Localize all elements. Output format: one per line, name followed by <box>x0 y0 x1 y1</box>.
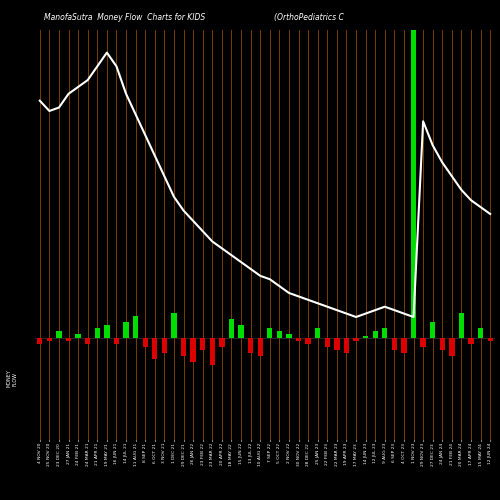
Bar <box>488 338 493 340</box>
Bar <box>229 319 234 338</box>
Bar <box>162 338 167 353</box>
Bar <box>142 338 148 346</box>
Bar <box>478 328 484 338</box>
Text: ManofaSutra  Money Flow  Charts for KIDS: ManofaSutra Money Flow Charts for KIDS <box>44 13 205 22</box>
Bar <box>372 332 378 338</box>
Bar <box>238 325 244 338</box>
Bar <box>76 334 81 338</box>
Bar <box>200 338 205 350</box>
Bar <box>114 338 119 344</box>
Bar <box>181 338 186 356</box>
Bar <box>66 338 71 340</box>
Bar <box>440 338 445 350</box>
Bar <box>219 338 224 346</box>
Bar <box>324 338 330 346</box>
Bar <box>85 338 90 344</box>
Bar <box>94 328 100 338</box>
Bar <box>411 30 416 338</box>
Text: (OrthoPediatrics C: (OrthoPediatrics C <box>274 13 344 22</box>
Bar <box>258 338 263 356</box>
Bar <box>315 328 320 338</box>
Bar <box>354 338 358 340</box>
Bar <box>248 338 254 353</box>
Bar <box>190 338 196 362</box>
Bar <box>152 338 158 359</box>
Text: MONEY
FLOW: MONEY FLOW <box>6 370 18 388</box>
Bar <box>382 328 388 338</box>
Bar <box>468 338 473 344</box>
Bar <box>334 338 340 350</box>
Bar <box>172 313 176 338</box>
Bar <box>210 338 215 365</box>
Bar <box>104 325 110 338</box>
Bar <box>267 328 272 338</box>
Bar <box>286 334 292 338</box>
Bar <box>306 338 311 344</box>
Bar <box>392 338 397 350</box>
Bar <box>459 313 464 338</box>
Bar <box>56 332 62 338</box>
Bar <box>296 338 301 340</box>
Bar <box>344 338 349 353</box>
Bar <box>363 336 368 338</box>
Bar <box>276 332 282 338</box>
Bar <box>46 338 52 340</box>
Bar <box>430 322 436 338</box>
Bar <box>133 316 138 338</box>
Bar <box>420 338 426 346</box>
Bar <box>37 338 43 344</box>
Bar <box>402 338 406 353</box>
Bar <box>449 338 454 356</box>
Bar <box>124 322 128 338</box>
